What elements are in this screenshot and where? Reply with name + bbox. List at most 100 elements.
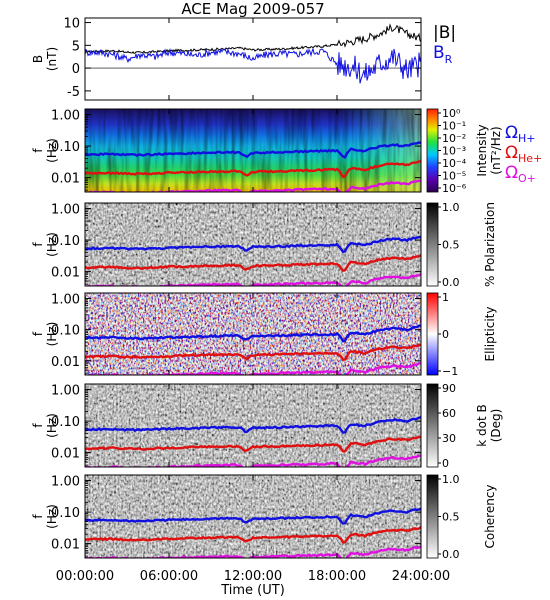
spectrogram-coherency-yunit: (Hz): [45, 504, 59, 529]
colorbar-tick-label: 0.5: [442, 511, 460, 524]
spectrogram-kdotb-colorbar-label: k dot B: [475, 404, 489, 446]
spectrogram-kdotb-colorbar-unit: (Deg): [489, 409, 503, 443]
legend-omega-he-symbol: Ω: [505, 143, 518, 163]
spectrogram-ellipticity-ylabel: f: [31, 331, 45, 336]
cyclotron-line-h-plus: [85, 415, 421, 434]
f-ytick-label: 1.00: [51, 292, 80, 307]
f-ytick-label: 0.10: [51, 415, 80, 430]
spectrogram-polarization-ylabel: f: [31, 242, 45, 247]
time-axis-label: Time (UT): [220, 583, 285, 598]
colorbar-tick-label: 0.0: [442, 548, 460, 561]
f-ytick-label: 0.01: [51, 447, 80, 462]
time-tick-label: 06:00:00: [140, 569, 198, 584]
spectrogram-polarization-colorbar-label: % Polarization: [483, 202, 497, 287]
intensity-texture: [85, 109, 421, 192]
spectrogram-kdotb-colorbar: [426, 383, 439, 468]
legend-omega-h-ion: H+: [518, 132, 536, 145]
f-ytick-label: 0.01: [51, 355, 80, 370]
time-axis: 00:00:00 06:00:00 12:00:00 18:00:00 24:00:00: [56, 18, 450, 584]
spectrogram-coherency-colorbar-label: Coherency: [483, 484, 497, 548]
spectrogram-polarization-panel: 1.00 0.10 0.01 f (Hz) 1.0 0.5 0.0 % Polarization: [31, 201, 497, 289]
legend-b-r: BR: [433, 43, 453, 66]
f-ytick-label: 0.10: [51, 234, 80, 249]
colorbar-tick-label: 1.0: [442, 473, 460, 486]
b-ytick-label: 5: [72, 39, 80, 54]
spectrogram-coherency-colorbar: [426, 474, 439, 559]
spectrogram-coherency-panel: 1.00 0.10 0.01 f (Hz) 1.0 0.5 0.0 Coherency: [31, 473, 497, 561]
f-ytick-label: 0.01: [51, 538, 80, 553]
cyclotron-line-he-plus: [85, 525, 421, 544]
time-tick-label: 24:00:00: [392, 569, 450, 584]
cyclotron-line-h-plus: [85, 507, 421, 525]
cyclotron-line-he-plus: [85, 343, 421, 361]
colorbar-tick-label: 1.0: [442, 201, 460, 214]
f-ytick-label: 0.10: [51, 506, 80, 521]
f-ytick-label: 1.00: [51, 109, 80, 124]
spectrogram-intensity-colorbar-label: Intensity: [475, 124, 489, 176]
time-tick-label: 18:00:00: [308, 569, 366, 584]
legend-b-r-subscript: R: [445, 53, 453, 66]
spectrogram-intensity-yunit: (Hz): [45, 138, 59, 163]
colorbar-tick-label: 10⁻¹: [442, 120, 466, 133]
legend-b-r-label: B: [433, 43, 445, 63]
legend-omega-he-ion: He+: [518, 152, 542, 165]
spectrogram-kdotb-ylabel: f: [31, 423, 45, 428]
colorbar-tick-label: 10⁻⁵: [442, 170, 466, 183]
colorbar-tick-label: 60: [442, 407, 456, 420]
colorbar-tick-label: 10⁻²: [442, 132, 466, 145]
colorbar-tick-label: 0: [442, 457, 449, 470]
series-line-b-r: [85, 46, 421, 84]
cyclotron-line-h-plus: [85, 324, 421, 343]
spectrogram-intensity-colorbar-unit: (nT²/Hz): [489, 126, 503, 174]
colorbar-tick-label: 1: [442, 291, 449, 304]
spectrogram-coherency-ylabel: f: [31, 514, 45, 519]
spectrogram-intensity-panel: 1.00 0.10 0.01 f (Hz) 10⁰10⁻¹10⁻²10⁻³10⁻⁴10⁻⁵…: [31, 107, 503, 195]
legend-omega-he: ΩHe+: [505, 143, 542, 165]
spectrogram-kdotb-yunit: (Hz): [45, 413, 59, 438]
colorbar-tick-label: 10⁻⁴: [442, 157, 467, 170]
magnetic-field-frame: [84, 17, 422, 101]
cyclotron-line-he-plus: [85, 435, 421, 453]
f-ytick-label: 1.00: [51, 475, 80, 490]
b-ytick-label: 0: [72, 62, 80, 77]
f-ytick-label: 0.10: [51, 324, 80, 339]
time-tick-label: 12:00:00: [224, 569, 282, 584]
spectrogram-intensity-ylabel: f: [31, 148, 45, 153]
colorbar-tick-label: 0: [442, 328, 449, 341]
spectrogram-kdotb-panel: 1.00 0.10 0.01 f (Hz) 90 60 30 0 k dot B (Deg): [31, 382, 503, 470]
spectrogram-polarization-colorbar: [426, 202, 439, 287]
spectrogram-ellipticity-panel: 1.00 0.10 0.01 f (Hz) 1 0 −1 Ellipticity: [31, 291, 497, 378]
spectrogram-polarization-yunit: (Hz): [45, 232, 59, 257]
magnetic-field-ylabel: B: [31, 55, 45, 63]
spectrogram-ellipticity-colorbar-label: Ellipticity: [483, 307, 497, 362]
b-ytick-label: -5: [67, 85, 80, 100]
legend-omega-o-ion: O+: [518, 172, 536, 185]
f-ytick-label: 0.01: [51, 172, 80, 187]
colorbar-tick-label: 10⁻³: [442, 145, 466, 158]
legend-omega-o-symbol: Ω: [505, 163, 518, 183]
legend-omega-h-symbol: Ω: [505, 123, 518, 143]
ion-legend: ΩH+ ΩHe+ ΩO+: [505, 123, 542, 185]
b-ytick-label: 10: [63, 17, 80, 32]
f-ytick-label: 1.00: [51, 203, 80, 218]
colorbar-tick-label: 30: [442, 432, 456, 445]
colorbar-tick-label: 0.0: [442, 276, 460, 289]
legend-omega-h: ΩH+: [505, 123, 536, 145]
colorbar-tick-label: 10⁻⁶: [442, 182, 467, 195]
time-tick-label: 00:00:00: [56, 569, 114, 584]
f-ytick-label: 0.01: [51, 266, 80, 281]
figure-title: ACE Mag 2009-057: [181, 0, 324, 18]
magnetic-field-yunit: (nT): [45, 47, 59, 71]
legend-omega-o: ΩO+: [505, 163, 536, 185]
f-ytick-label: 0.10: [51, 140, 80, 155]
spectrogram-ellipticity-yunit: (Hz): [45, 322, 59, 347]
colorbar-tick-label: 0.5: [442, 239, 460, 252]
colorbar-tick-label: −1: [442, 365, 458, 378]
cyclotron-line-he-plus: [85, 254, 421, 272]
colorbar-tick-label: 10⁰: [442, 107, 461, 120]
cyclotron-line-h-plus: [85, 141, 421, 160]
spectrogram-intensity-colorbar: [426, 108, 439, 193]
series-line-b-total: [85, 23, 421, 54]
